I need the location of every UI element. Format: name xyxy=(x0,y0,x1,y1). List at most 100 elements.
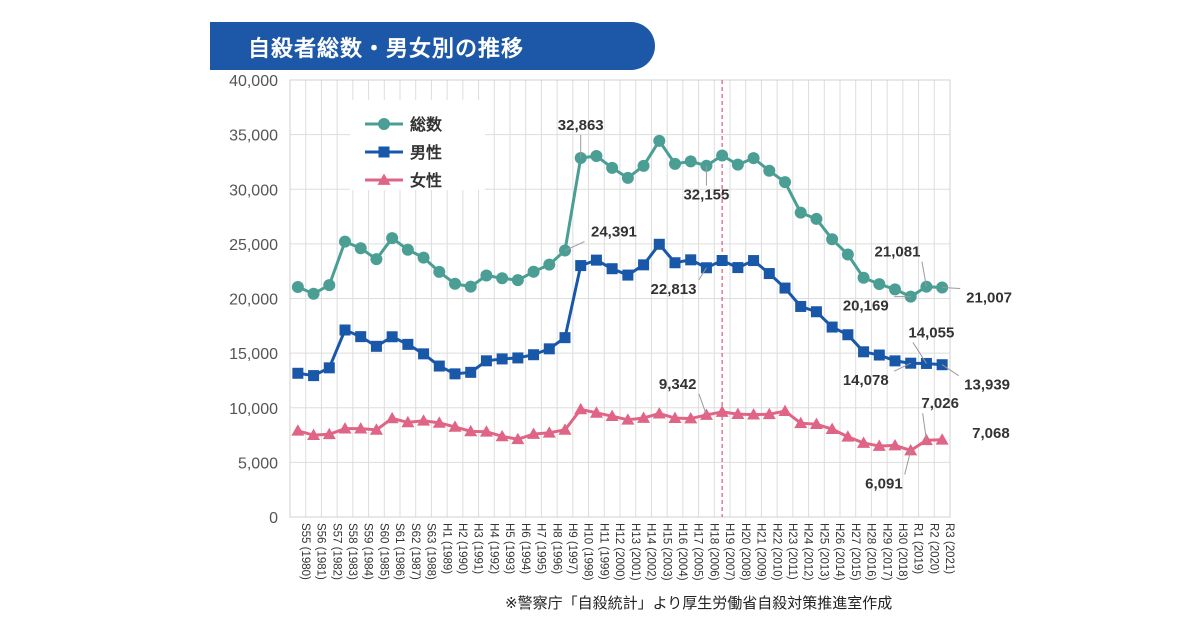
data-label: 22,813 xyxy=(651,281,697,298)
data-label: 7,026 xyxy=(921,395,959,412)
series-point-square xyxy=(323,362,335,374)
data-label: 7,068 xyxy=(972,425,1010,442)
series-point-triangle xyxy=(841,430,855,442)
series-point-circle xyxy=(386,232,399,245)
x-tick-label: S57 (1982) xyxy=(330,523,342,580)
x-tick-label: H15 (2003) xyxy=(660,523,672,581)
series-point-square xyxy=(433,360,445,372)
series-point-square xyxy=(543,343,555,355)
series-point-square xyxy=(480,355,492,367)
series-point-square xyxy=(606,263,618,275)
x-tick-label: H2 (1990) xyxy=(456,523,468,574)
series-point-square xyxy=(638,259,650,271)
series-point-square xyxy=(779,282,791,294)
x-tick-label: H6 (1994) xyxy=(519,523,531,574)
data-label: 13,939 xyxy=(964,377,1010,394)
x-tick-label: H14 (2002) xyxy=(645,523,657,581)
series-point-triangle xyxy=(417,414,431,426)
x-tick-label: H11 (1999) xyxy=(597,523,609,580)
annotation-leader xyxy=(922,413,927,441)
series-point-circle xyxy=(511,274,524,287)
x-tick-label: H1 (1989) xyxy=(440,523,452,574)
x-tick-label: R2 (2020) xyxy=(927,523,939,574)
series-point-square xyxy=(763,268,775,280)
y-tick-label: 20,000 xyxy=(229,292,278,309)
series-point-circle xyxy=(779,176,791,189)
x-tick-label: H9 (1997) xyxy=(566,523,578,574)
series-point-square xyxy=(669,257,681,269)
series-point-circle xyxy=(370,253,383,266)
series-point-circle xyxy=(496,272,509,285)
series-point-triangle xyxy=(338,422,352,434)
series-point-square xyxy=(339,324,351,336)
data-label: 21,007 xyxy=(966,289,1012,306)
series-point-circle xyxy=(841,248,854,261)
series-point-circle xyxy=(433,265,446,278)
y-tick-label: 35,000 xyxy=(229,128,278,145)
series-point-circle xyxy=(354,242,367,255)
x-tick-label: H12 (2000) xyxy=(613,523,625,581)
series-point-triangle xyxy=(652,407,666,419)
series-point-triangle xyxy=(574,402,588,415)
data-label: 14,055 xyxy=(908,324,954,341)
series-point-square xyxy=(559,332,571,344)
series-point-triangle xyxy=(668,411,682,423)
legend-label: 総数 xyxy=(410,115,443,134)
series-point-circle xyxy=(621,171,634,184)
series-point-circle xyxy=(606,161,619,174)
x-tick-label: H3 (1991) xyxy=(472,523,484,574)
series-point-circle xyxy=(716,149,729,162)
series-point-triangle xyxy=(731,407,745,419)
legend-marker-square xyxy=(378,146,390,158)
x-tick-label: H17 (2005) xyxy=(692,523,704,581)
series-point-triangle xyxy=(715,405,729,417)
series-point-triangle xyxy=(495,429,509,442)
y-tick-label: 30,000 xyxy=(229,182,278,199)
annotation-leader xyxy=(893,362,911,372)
series-point-square xyxy=(873,349,885,361)
series-point-triangle xyxy=(527,427,541,439)
y-tick-label: 10,000 xyxy=(229,401,278,418)
series-point-triangle xyxy=(307,428,321,441)
series-point-triangle xyxy=(605,409,619,422)
series-point-circle xyxy=(669,157,681,170)
annotation-leader xyxy=(564,241,585,251)
data-label: 24,391 xyxy=(591,224,637,241)
series-point-square xyxy=(590,254,602,266)
legend-label: 女性 xyxy=(410,171,442,190)
x-tick-label: H7 (1995) xyxy=(535,523,547,574)
x-tick-label: S59 (1984) xyxy=(362,523,374,580)
series-point-triangle xyxy=(935,433,949,445)
series-point-triangle xyxy=(385,411,399,424)
series-point-circle xyxy=(291,281,304,294)
data-label: 14,078 xyxy=(843,372,889,389)
x-tick-label: R3 (2021) xyxy=(943,523,955,574)
x-tick-label: S60 (1985) xyxy=(377,523,389,580)
x-tick-label: H24 (2012) xyxy=(802,523,814,581)
series-point-circle xyxy=(873,278,886,291)
x-tick-label: H26 (2014) xyxy=(833,523,845,581)
series-point-square xyxy=(386,331,398,343)
legend-marker-circle xyxy=(378,118,390,130)
series-point-triangle xyxy=(558,423,572,435)
series-point-triangle xyxy=(448,420,462,432)
x-tick-label: H13 (2001) xyxy=(629,523,641,581)
series-point-square xyxy=(496,353,508,365)
annotation-leader xyxy=(698,393,707,416)
series-point-square xyxy=(716,255,728,267)
series-point-square xyxy=(622,269,634,281)
series-point-square xyxy=(685,254,697,266)
series-point-triangle xyxy=(825,422,839,435)
x-tick-label: H10 (1998) xyxy=(582,523,594,581)
series-point-square xyxy=(842,329,854,341)
x-tick-label: H25 (2013) xyxy=(817,523,829,581)
series-point-circle xyxy=(637,159,650,172)
series-point-circle xyxy=(747,152,760,165)
series-point-circle xyxy=(543,258,556,271)
series-point-triangle xyxy=(401,415,415,428)
series-point-circle xyxy=(857,271,870,284)
series-point-circle xyxy=(401,243,414,256)
series-point-triangle xyxy=(747,408,761,420)
x-tick-label: H29 (2017) xyxy=(880,523,892,581)
